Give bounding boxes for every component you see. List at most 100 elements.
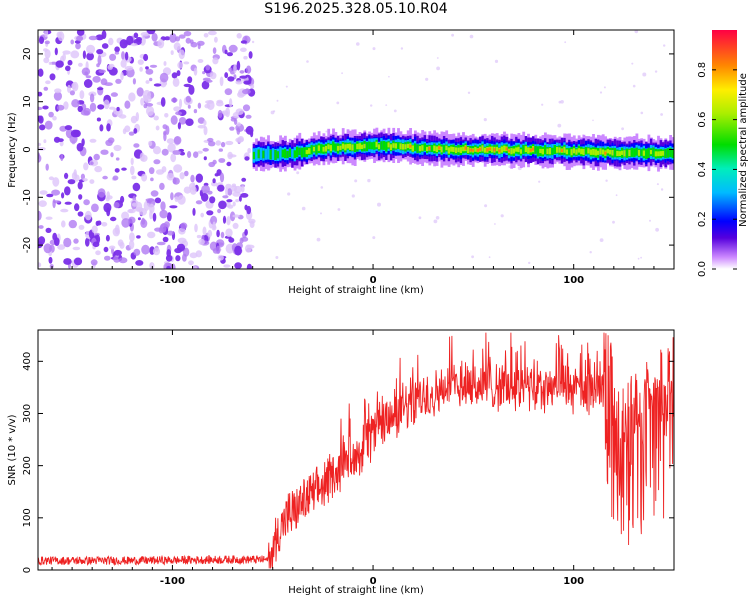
noise-blob	[173, 106, 182, 112]
signal-cell	[548, 148, 552, 155]
signal-cell	[580, 148, 583, 155]
signal-cell	[353, 143, 357, 153]
noise-blob	[195, 173, 203, 183]
noise-blob	[164, 113, 169, 118]
noise-blob	[188, 182, 196, 191]
x-tick-label: 0	[370, 275, 377, 286]
noise-blob	[159, 72, 169, 83]
noise-blob	[45, 163, 49, 171]
noise-blob	[207, 229, 213, 238]
noise-blob	[93, 153, 100, 161]
noise-blob	[130, 43, 138, 47]
noise-blob	[83, 199, 90, 206]
noise-blob	[232, 201, 236, 207]
noise-blob	[227, 204, 234, 209]
noise-blob	[170, 50, 174, 55]
signal-cell	[611, 150, 615, 156]
noise-dot	[471, 255, 474, 259]
noise-blob	[203, 33, 209, 38]
noise-blob	[197, 124, 206, 129]
noise-blob	[64, 186, 71, 196]
noise-dot	[589, 251, 592, 254]
noise-blob	[103, 99, 110, 110]
noise-blob	[90, 259, 98, 266]
signal-cell	[438, 146, 441, 150]
noise-dot	[655, 227, 659, 232]
signal-cell	[442, 144, 446, 153]
signal-cell	[385, 141, 388, 152]
signal-cell	[421, 145, 424, 151]
noise-blob	[177, 122, 181, 130]
noise-blob	[166, 265, 171, 269]
signal-cell	[387, 142, 391, 148]
noise-blob	[43, 48, 48, 52]
noise-blob	[185, 37, 191, 44]
noise-blob	[154, 197, 162, 204]
noise-blob	[183, 30, 192, 37]
noise-blob	[245, 114, 252, 119]
noise-blob	[239, 75, 248, 79]
noise-dot	[320, 186, 324, 189]
noise-blob	[78, 224, 85, 230]
noise-dot	[660, 188, 664, 191]
noise-blob	[76, 30, 85, 36]
noise-blob	[173, 136, 182, 145]
noise-dot	[418, 216, 422, 220]
noise-blob	[214, 173, 219, 177]
noise-blob	[185, 95, 192, 103]
noise-blob	[121, 218, 131, 228]
noise-blob	[157, 39, 165, 49]
signal-cell	[594, 149, 598, 156]
noise-blob	[136, 235, 141, 239]
noise-blob	[114, 224, 120, 235]
signal-cell	[507, 149, 511, 153]
noise-blob	[46, 193, 54, 198]
signal-cell	[281, 149, 285, 158]
noise-blob	[183, 61, 190, 65]
noise-blob	[225, 187, 229, 197]
noise-blob	[64, 201, 72, 205]
noise-blob	[190, 41, 198, 48]
noise-blob	[107, 64, 113, 70]
noise-blob	[153, 146, 161, 155]
noise-blob	[196, 234, 202, 239]
signal-cell	[633, 148, 636, 158]
noise-blob	[139, 66, 143, 72]
noise-blob	[143, 53, 149, 62]
noise-dot	[634, 30, 639, 34]
noise-blob	[193, 109, 198, 114]
signal-cell	[503, 145, 506, 152]
signal-cell	[505, 147, 509, 151]
signal-cell	[544, 145, 547, 155]
noise-blob	[59, 140, 64, 147]
noise-blob	[232, 214, 240, 218]
noise-blob	[91, 203, 99, 213]
noise-dot	[325, 130, 328, 133]
noise-blob	[248, 51, 253, 59]
noise-blob	[108, 37, 114, 46]
noise-blob	[45, 227, 52, 233]
noise-blob	[150, 190, 159, 197]
noise-blob	[240, 185, 245, 193]
noise-blob	[137, 59, 144, 65]
signal-cell	[320, 144, 323, 154]
y-tick-label: -10	[22, 189, 33, 205]
noise-dot	[306, 60, 309, 63]
signal-cell	[454, 147, 458, 154]
noise-dot	[640, 256, 642, 259]
signal-cell	[654, 151, 658, 157]
noise-blob	[114, 46, 120, 53]
noise-blob	[218, 158, 226, 163]
y-tick-label: 300	[22, 404, 33, 423]
colorbar-tick-label: 0.8	[697, 62, 708, 78]
signal-cell	[430, 144, 434, 153]
noise-blob	[216, 229, 220, 238]
noise-blob	[178, 117, 187, 125]
noise-blob	[180, 222, 188, 230]
signal-cell	[334, 143, 338, 152]
noise-blob	[77, 181, 83, 190]
noise-blob	[128, 92, 136, 102]
signal-cell	[488, 147, 492, 151]
signal-cell	[351, 144, 355, 151]
noise-blob	[182, 253, 187, 262]
